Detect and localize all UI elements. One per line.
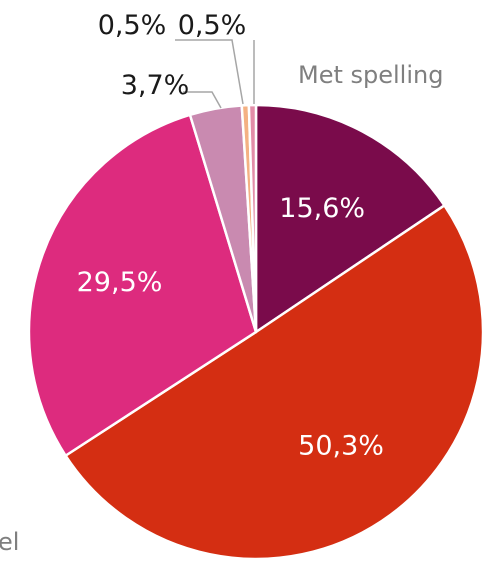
slice-labels: 15,6% 50,3% 29,5% 3,7% 0,5% 0,5% [77,10,384,462]
slice-label-5: 0,5% [98,10,167,41]
leader-line-4 [183,91,222,109]
pie-slice-2 [64,204,485,561]
slice-label-3: 29,5% [77,267,163,298]
slice-label-2: 50,3% [298,431,384,462]
legend-label-cut-off: el [0,528,19,556]
slice-label-4: 3,7% [121,70,190,101]
pie-slices [27,103,485,561]
slice-label-1: 15,6% [279,193,365,224]
pie-slice-6 [247,103,258,334]
pie-slice-3 [27,113,258,457]
slice-label-6: 0,5% [178,10,247,41]
leader-lines [175,39,255,109]
legend-label-met-spelling: Met spelling [298,61,443,89]
pie-slice-1 [254,103,446,334]
leader-line-5 [175,39,244,105]
